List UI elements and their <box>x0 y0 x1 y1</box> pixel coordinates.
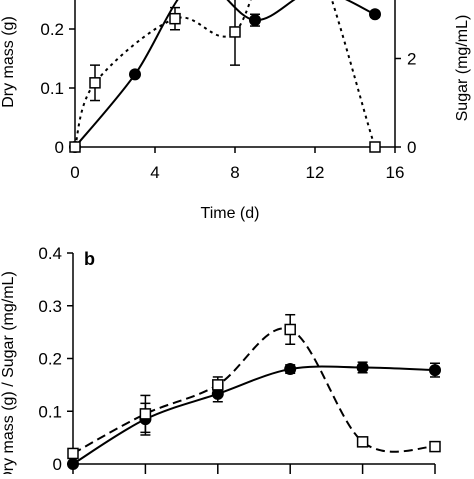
panel-b-y-tick-label: 0.1 <box>38 402 62 421</box>
panel-b-letter: b <box>84 249 95 269</box>
panel-a-x-tick-label: 0 <box>70 163 79 182</box>
panel-b-sugar-line <box>72 327 436 455</box>
panel-a-y-right-tick-label: 0 <box>407 138 416 157</box>
panel-b-series-1-point <box>356 436 369 448</box>
panel-a-series-0-point <box>369 8 381 21</box>
panel-a-x-tick-label: 4 <box>150 163 159 182</box>
panel-b-y-tick-label: 0.2 <box>38 350 62 369</box>
panel-a-x-tick-label: 16 <box>386 163 405 182</box>
panel-a-series-0-point <box>249 14 261 27</box>
panel-b-series-0-point <box>67 458 79 470</box>
panel-a-y-left-axis-label: Dry mass (g) <box>0 16 17 108</box>
panel-a-y-left-tick-label: 0.2 <box>40 20 64 39</box>
panel-b-y-tick-label: 0.3 <box>38 297 62 316</box>
panel-a-dry-mass-line <box>74 0 376 148</box>
panel-a-x-axis-label: Time (d) <box>201 205 260 222</box>
panel-a-series-1-point <box>89 77 101 89</box>
panel-a-y-left-tick-label: 0.1 <box>40 79 64 98</box>
panel-b-y-axis-label: Dry mass (g) / Sugar (mg/mL) <box>0 271 17 474</box>
panel-a-series-1-point <box>229 26 241 38</box>
panel-a-series-1-point <box>69 141 81 153</box>
panel-b-series-1-point <box>429 440 441 453</box>
panel-a-y-left-tick-label: 0 <box>55 138 64 157</box>
panel-b-series-1-point <box>67 447 79 460</box>
panel-a-x-tick-label: 12 <box>306 163 325 182</box>
panel-a-series-0-point <box>129 68 141 81</box>
panel-a-y-right-axis-label: Sugar (mg/mL) <box>454 15 471 122</box>
panel-b-series-0-point <box>284 363 297 376</box>
panel-b-series-1-point <box>139 408 152 420</box>
panel-b: 0 0.1 0.2 0.3 0.4 b Dry mass (g) / Sugar (mg/m… <box>0 244 441 479</box>
panel-b-series-0-point <box>356 361 369 374</box>
panel-a-y-right-tick-label: 2 <box>407 50 416 69</box>
panel-b-y-tick-label: 0 <box>53 455 62 474</box>
panel-b-series-1-point <box>212 379 224 391</box>
panel-b-series-0-point <box>429 364 441 377</box>
panel-a-series-1-point <box>169 12 181 25</box>
panel-b-series-1-point <box>284 323 296 336</box>
panel-a-sugar-line <box>74 0 376 148</box>
panel-a-series-1-point <box>369 141 381 153</box>
panel-b-y-tick-label: 0.4 <box>38 244 62 263</box>
panel-a-x-tick-label: 8 <box>230 163 239 182</box>
